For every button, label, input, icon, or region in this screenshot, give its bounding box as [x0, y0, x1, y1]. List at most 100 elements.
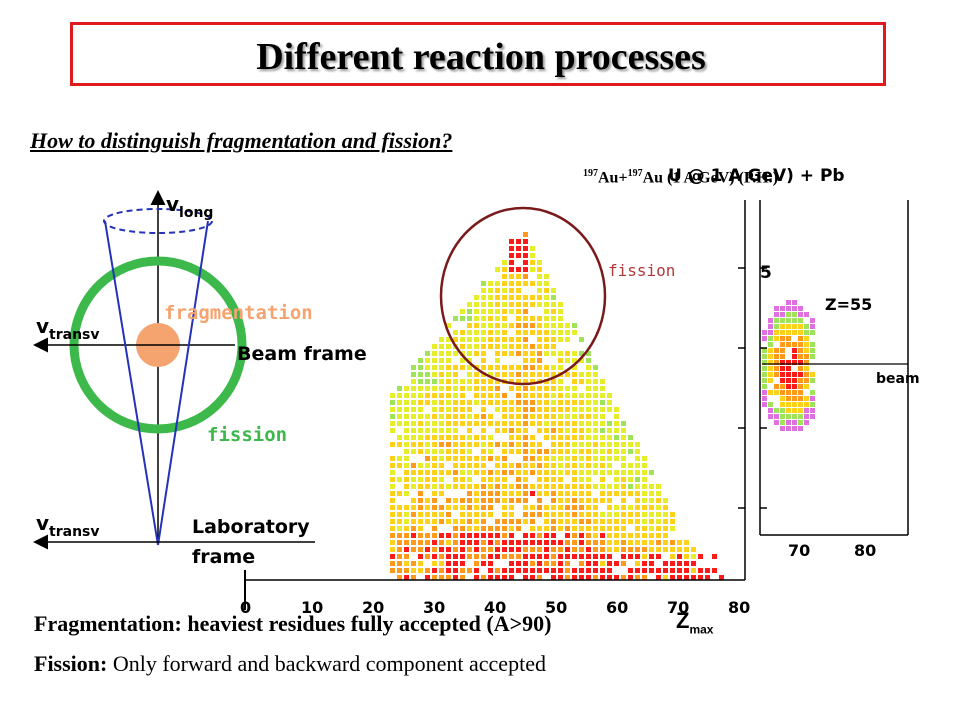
- heatmap-cell: [425, 372, 430, 377]
- heatmap-cell: [635, 498, 640, 503]
- heatmap-cell: [502, 260, 507, 265]
- heatmap-cell: [537, 575, 542, 580]
- heatmap-cell: [453, 449, 458, 454]
- heatmap-cell: [453, 414, 458, 419]
- heatmap-cell: [537, 512, 542, 517]
- heatmap-cell: [537, 407, 542, 412]
- heatmap-cell: [523, 330, 528, 335]
- heatmap-cell: [397, 533, 402, 538]
- heatmap-cell: [467, 414, 472, 419]
- inset-cell: [804, 384, 809, 389]
- heatmap-cell: [551, 491, 556, 496]
- heatmap-cell: [565, 456, 570, 461]
- heatmap-cell: [460, 358, 465, 363]
- heatmap-cell: [530, 421, 535, 426]
- heatmap-cell: [474, 414, 479, 419]
- heatmap-cell: [530, 442, 535, 447]
- heatmap-cell: [572, 575, 577, 580]
- heatmap-cell: [509, 575, 514, 580]
- heatmap-cell: [439, 519, 444, 524]
- heatmap-cell: [418, 498, 423, 503]
- inset-cell: [780, 408, 785, 413]
- heatmap-cell: [425, 512, 430, 517]
- heatmap-cell: [621, 484, 626, 489]
- heatmap-cell: [579, 519, 584, 524]
- heatmap-cell: [642, 484, 647, 489]
- heatmap-cell: [446, 568, 451, 573]
- heatmap-cell: [439, 456, 444, 461]
- heatmap-cell: [509, 561, 514, 566]
- heatmap-cell: [446, 561, 451, 566]
- heatmap-cell: [446, 337, 451, 342]
- heatmap-cell: [474, 386, 479, 391]
- heatmap-cell: [551, 575, 556, 580]
- heatmap-cell: [460, 309, 465, 314]
- heatmap-cell: [586, 484, 591, 489]
- inset-cell: [774, 408, 779, 413]
- heatmap-cell: [404, 400, 409, 405]
- heatmap-cell: [439, 442, 444, 447]
- heatmap-cell: [439, 575, 444, 580]
- heatmap-cell: [649, 547, 654, 552]
- heatmap-cell: [502, 316, 507, 321]
- heatmap-cell: [502, 540, 507, 545]
- heatmap-cell: [593, 421, 598, 426]
- inset-cell: [810, 402, 815, 407]
- heatmap-cell: [677, 575, 682, 580]
- heatmap-cell: [488, 393, 493, 398]
- heatmap-cell: [656, 484, 661, 489]
- fission-label: fission: [207, 424, 287, 446]
- heatmap-cell: [565, 435, 570, 440]
- heatmap-cell: [460, 330, 465, 335]
- heatmap-cell: [446, 456, 451, 461]
- heatmap-cell: [418, 561, 423, 566]
- heatmap-cell: [635, 491, 640, 496]
- heatmap-cell: [607, 526, 612, 531]
- heatmap-cell: [523, 253, 528, 258]
- heatmap-cell: [460, 470, 465, 475]
- heatmap-cell: [460, 449, 465, 454]
- heatmap-cell: [537, 337, 542, 342]
- heatmap-cell: [544, 547, 549, 552]
- heatmap-cell: [425, 442, 430, 447]
- heatmap-cell: [670, 575, 675, 580]
- heatmap-cell: [453, 428, 458, 433]
- heatmap-cell: [390, 421, 395, 426]
- heatmap-cell: [516, 365, 521, 370]
- x-tick-labels: 0 10 20 30 40 50 60 70 80: [240, 598, 750, 617]
- heatmap-cell: [481, 561, 486, 566]
- heatmap-cell: [488, 505, 493, 510]
- heatmap-cell: [397, 540, 402, 545]
- heatmap-cell: [390, 470, 395, 475]
- v-long-label: vlong: [166, 192, 213, 221]
- heatmap-cell: [411, 428, 416, 433]
- projectile: Au+: [598, 169, 628, 187]
- heatmap-cell: [432, 463, 437, 468]
- heatmap-cell: [390, 568, 395, 573]
- heatmap-cell: [509, 414, 514, 419]
- heatmap-cell: [670, 512, 675, 517]
- heatmap-cell: [544, 302, 549, 307]
- heatmap-cell: [523, 547, 528, 552]
- heatmap-cell: [621, 505, 626, 510]
- heatmap-cell: [677, 554, 682, 559]
- heatmap-cell: [656, 526, 661, 531]
- heatmap-cell: [502, 288, 507, 293]
- heatmap-cell: [474, 442, 479, 447]
- heatmap-cell: [488, 365, 493, 370]
- heatmap-cell: [586, 372, 591, 377]
- inset-cell: [804, 420, 809, 425]
- heatmap-cell: [516, 288, 521, 293]
- heatmap-cell: [397, 519, 402, 524]
- heatmap-cell: [593, 365, 598, 370]
- reaction-label: 197Au+197Au (1 A GeV) (P.H.): [583, 168, 778, 187]
- heatmap-cell: [649, 568, 654, 573]
- heatmap-cell: [523, 575, 528, 580]
- heatmap-cell: [460, 435, 465, 440]
- heatmap-cell: [516, 267, 521, 272]
- inset-cell: [762, 378, 767, 383]
- heatmap-cell: [481, 554, 486, 559]
- heatmap-cell: [418, 421, 423, 426]
- heatmap-cell: [565, 568, 570, 573]
- heatmap-cell: [600, 498, 605, 503]
